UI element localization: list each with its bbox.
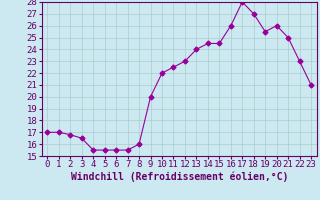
X-axis label: Windchill (Refroidissement éolien,°C): Windchill (Refroidissement éolien,°C)	[70, 172, 288, 182]
